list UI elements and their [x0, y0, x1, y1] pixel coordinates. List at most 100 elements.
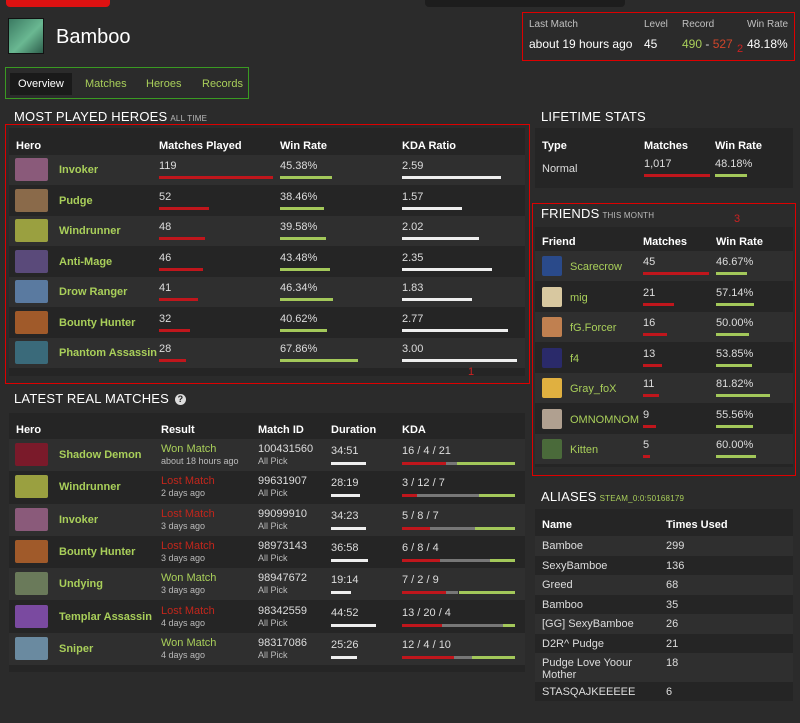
duration-value: 34:51: [331, 445, 359, 457]
assists-bar: [479, 494, 515, 498]
hero-name-link[interactable]: Anti-Mage: [59, 255, 113, 268]
result-link[interactable]: Lost Match: [161, 475, 215, 488]
hero-name-link[interactable]: Bounty Hunter: [59, 316, 136, 329]
match-id-link[interactable]: 98342559: [258, 604, 307, 617]
matches-value: 1,017: [644, 158, 672, 170]
col-kda: KDA: [402, 424, 426, 436]
hero-name-link[interactable]: Drow Ranger: [59, 286, 128, 298]
friend-name-link[interactable]: Kitten: [570, 444, 599, 456]
col-friend: Friend: [542, 236, 576, 248]
friend-name-link[interactable]: OMNOMNOM: [570, 413, 640, 426]
result-link[interactable]: Won Match: [161, 572, 217, 585]
alias-times: 136: [666, 559, 685, 572]
hero-portrait-icon: [15, 341, 48, 364]
profile-tabs: Overview Matches Heroes Records: [5, 67, 249, 99]
search-bar[interactable]: [425, 0, 625, 7]
tab-matches[interactable]: Matches: [85, 78, 127, 90]
annotation-1: 1: [468, 366, 475, 378]
matches-value: 11: [643, 378, 655, 390]
kda-value: 2.35: [402, 251, 424, 264]
match-time: 3 days ago: [161, 552, 206, 563]
winrate-value: 46.67%: [716, 256, 754, 268]
hero-name-link[interactable]: Undying: [59, 578, 103, 591]
table-row: Pudge 52 38.46% 1.57: [9, 186, 525, 216]
friend-avatar-icon: [542, 347, 562, 368]
match-id-link[interactable]: 100431560: [258, 443, 314, 455]
game-mode: All Pick: [258, 488, 288, 499]
friend-name-link[interactable]: Scarecrow: [570, 261, 622, 273]
last-match-label: Last Match: [529, 19, 578, 30]
table-row: Bounty Hunter Lost Match 3 days ago 9897314…: [9, 536, 525, 568]
friend-avatar-icon: [542, 408, 562, 429]
aliases-title: ALIASES STEAM_0:0:50168179: [541, 489, 684, 504]
tab-heroes[interactable]: Heroes: [146, 78, 182, 90]
hero-name-link[interactable]: Windrunner: [59, 481, 121, 494]
hero-portrait-icon: [15, 443, 48, 466]
match-id-link[interactable]: 98973143: [258, 539, 307, 552]
result-link[interactable]: Lost Match: [161, 604, 215, 617]
col-hero: Hero: [16, 424, 42, 436]
table-row: STASQAJKEEEEE 6: [535, 682, 793, 702]
matches-bar: [643, 394, 659, 397]
duration-bar: [331, 494, 360, 498]
match-id-link[interactable]: 98317086: [258, 636, 307, 649]
alias-times: 299: [666, 540, 685, 552]
table-row: Windrunner Lost Match 2 days ago 99631907 Al…: [9, 471, 525, 503]
friends-title-text: FRIENDS: [541, 206, 600, 221]
match-time: about 18 hours ago: [161, 456, 239, 466]
winrate-bar: [280, 176, 333, 179]
game-mode: All Pick: [258, 456, 288, 466]
hero-name-link[interactable]: Bounty Hunter: [59, 545, 136, 558]
hero-name-link[interactable]: Shadow Demon: [59, 449, 142, 461]
lifetime-panel: Type Matches Win Rate Normal 1,017 48.18%: [535, 128, 793, 188]
friend-avatar-icon: [542, 439, 562, 459]
duration-value: 44:52: [331, 606, 359, 619]
kda-bar: [402, 359, 517, 362]
matches-value: 41: [159, 282, 172, 294]
alias-name: Bamboe: [542, 540, 583, 552]
hero-name-link[interactable]: Windrunner: [59, 225, 121, 237]
col-duration: Duration: [331, 424, 377, 436]
table-row: Phantom Assassin 28 67.86% 3.00: [9, 338, 525, 368]
kda-value: 13 / 20 / 4: [402, 606, 451, 619]
hero-name-link[interactable]: Invoker: [59, 513, 99, 526]
hero-portrait-icon: [15, 158, 48, 181]
match-id-link[interactable]: 99631907: [258, 475, 307, 488]
hero-name-link[interactable]: Phantom Assassin: [59, 347, 158, 359]
hero-portrait-icon: [15, 219, 48, 242]
record-wins: 490: [682, 37, 703, 51]
kills-bar: [402, 462, 447, 465]
table-row: fG.Forcer 16 50.00%: [535, 312, 793, 342]
hero-portrait-icon: [15, 604, 48, 628]
friend-name-link[interactable]: fG.Forcer: [570, 322, 617, 334]
help-icon[interactable]: ?: [175, 394, 187, 405]
friend-name-link[interactable]: f4: [570, 352, 580, 365]
result-link[interactable]: Lost Match: [161, 539, 215, 552]
friend-name-link[interactable]: mig: [570, 291, 588, 304]
hero-name-link[interactable]: Templar Assassin: [59, 610, 152, 623]
tab-records[interactable]: Records: [202, 78, 243, 90]
kda-bar: [402, 298, 473, 301]
result-link[interactable]: Lost Match: [161, 507, 215, 520]
winrate-value: 53.85%: [716, 347, 754, 360]
match-id-link[interactable]: 99099910: [258, 507, 307, 520]
table-row: Invoker Lost Match 3 days ago 99099910 All P…: [9, 503, 525, 536]
matches-bar: [644, 174, 710, 177]
kills-bar: [402, 558, 440, 562]
hero-name-link[interactable]: Pudge: [59, 194, 93, 207]
tab-overview[interactable]: Overview: [10, 73, 72, 95]
alias-times: 6: [666, 686, 673, 698]
winrate-bar: [280, 206, 325, 210]
record-sep: -: [702, 37, 713, 51]
hero-name-link[interactable]: Invoker: [59, 164, 99, 176]
kills-bar: [402, 526, 431, 530]
assists-bar: [458, 591, 515, 595]
col-result: Result: [161, 424, 195, 436]
match-id-link[interactable]: 98947672: [258, 572, 307, 585]
duration-bar: [331, 591, 351, 595]
result-link[interactable]: Won Match: [161, 636, 217, 649]
result-link[interactable]: Won Match: [161, 443, 217, 455]
friend-name-link[interactable]: Gray_foX: [570, 383, 617, 395]
col-win-rate: Win Rate: [715, 140, 762, 152]
hero-name-link[interactable]: Sniper: [59, 642, 94, 655]
